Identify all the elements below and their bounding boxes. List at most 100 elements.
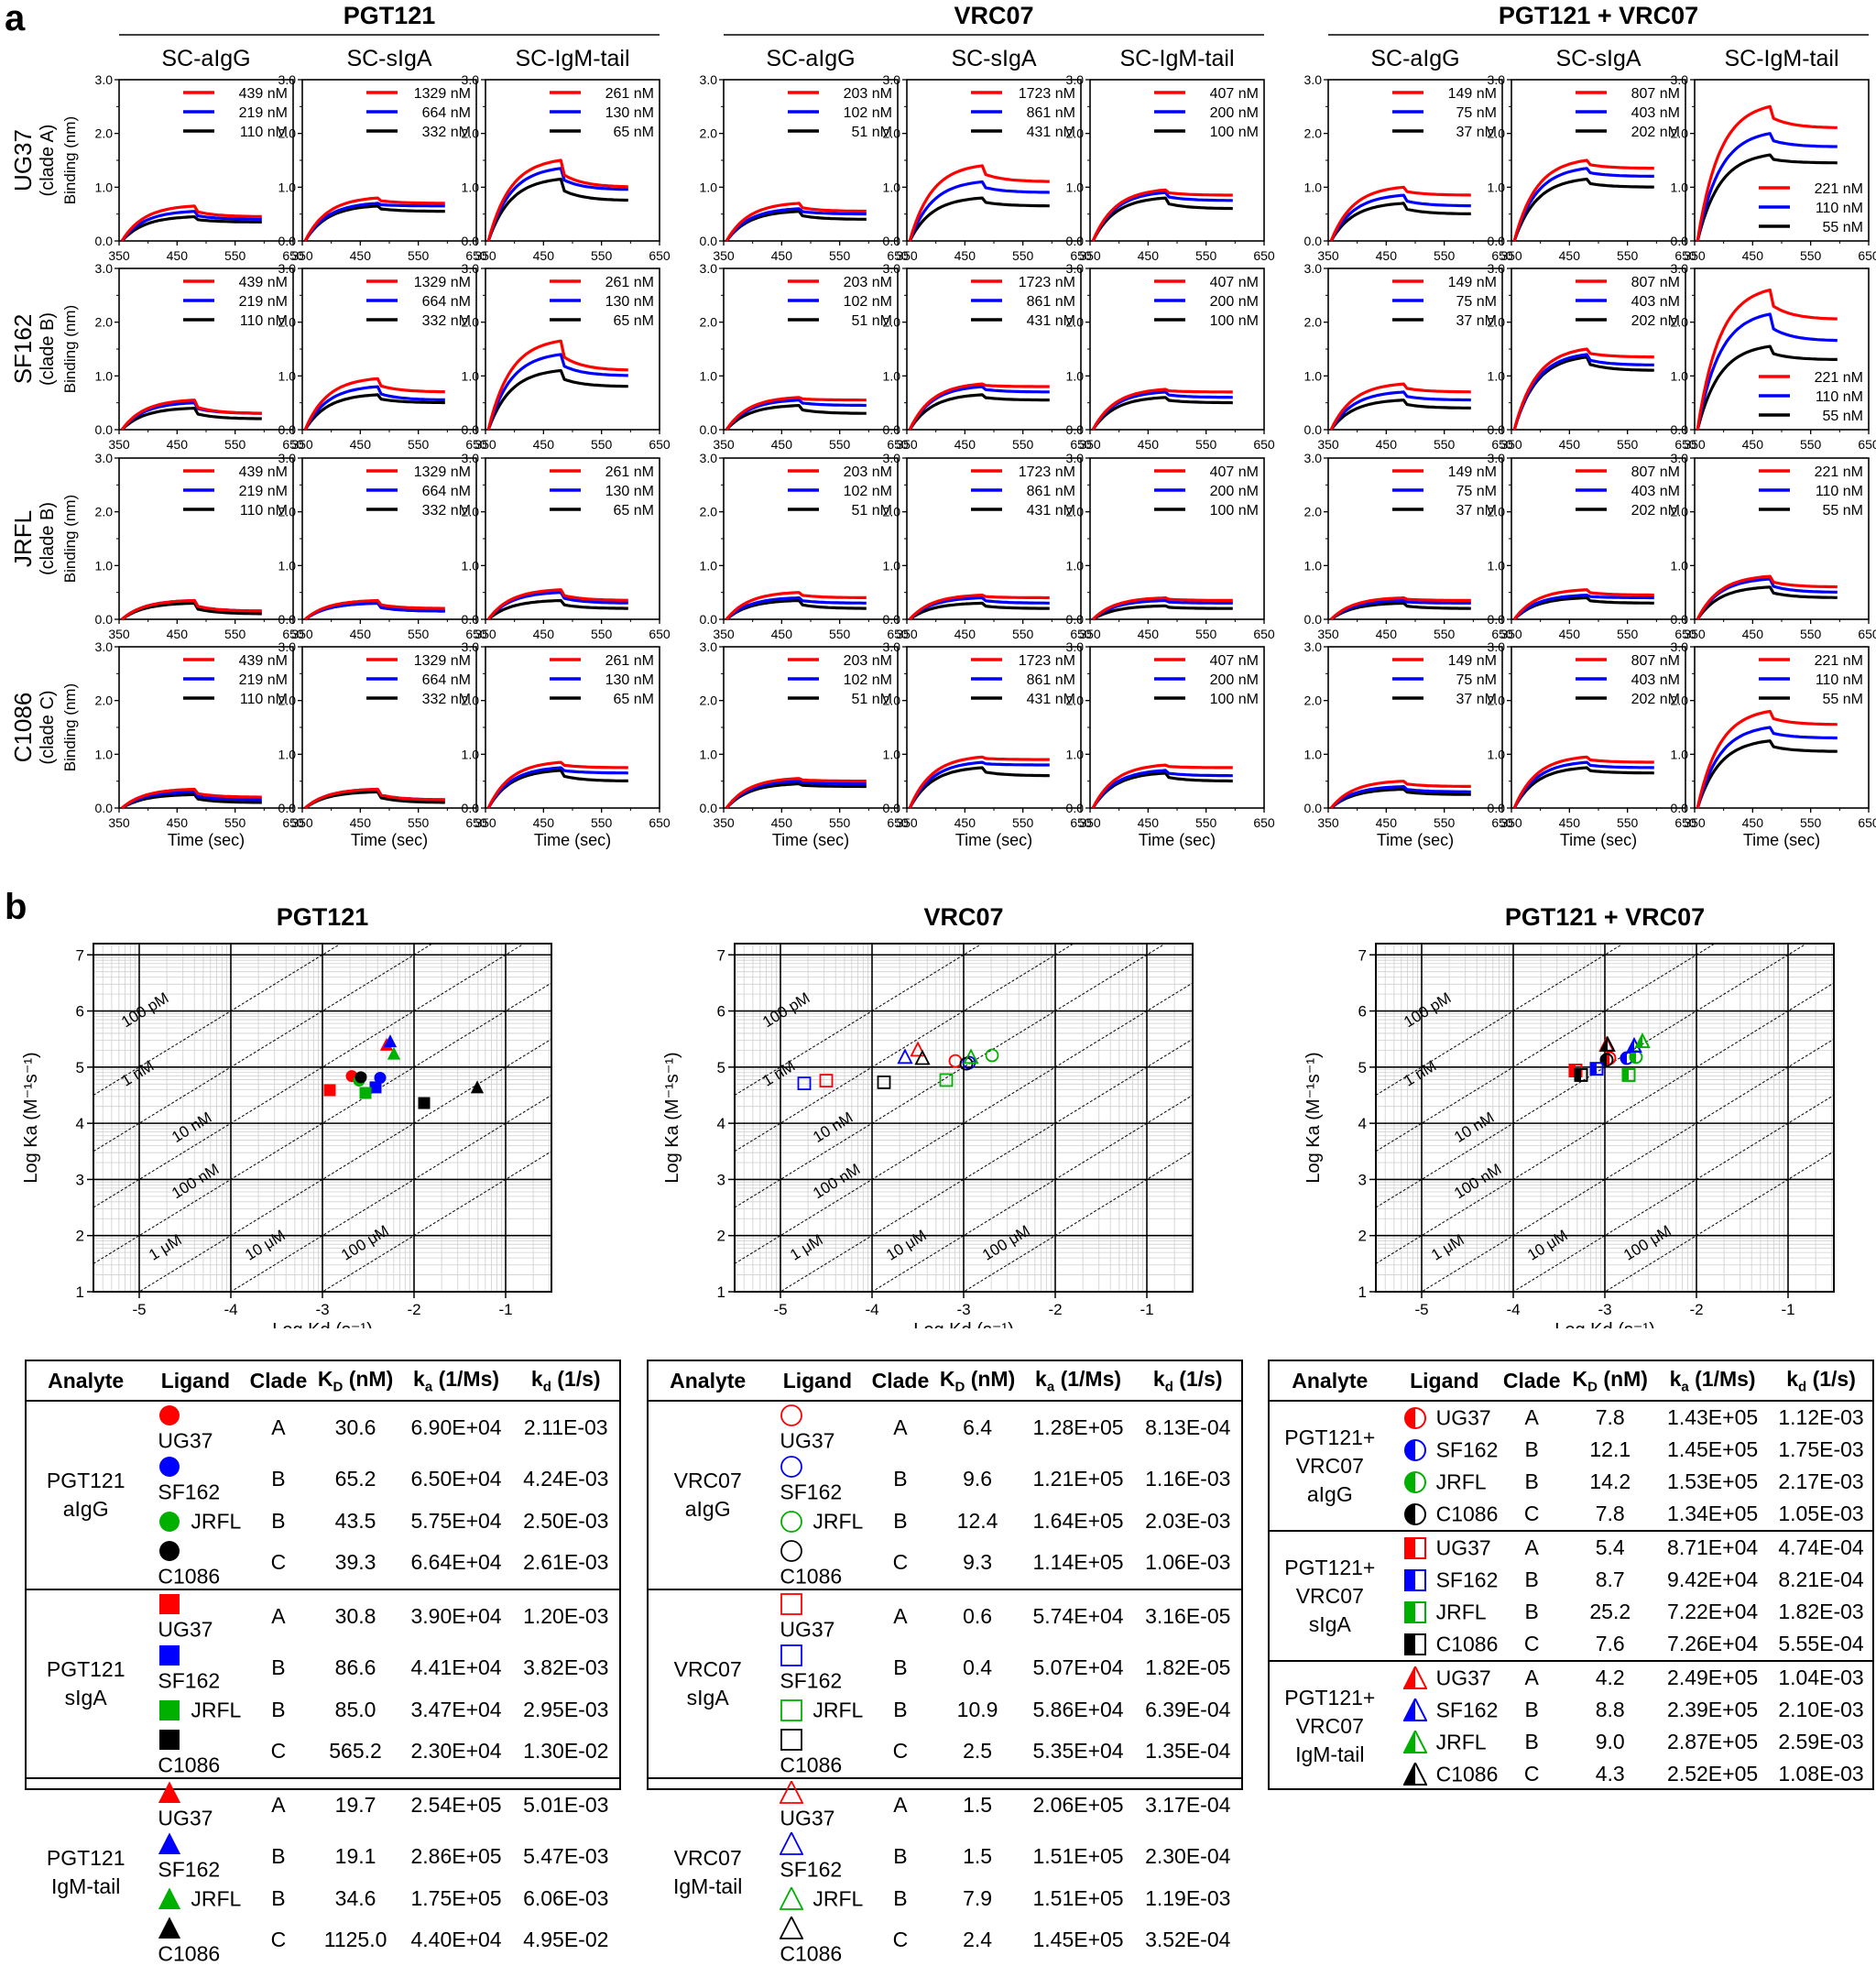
marker-outline [780, 1593, 803, 1615]
y-tick-label: 0.0 [1304, 801, 1323, 815]
x-tick-label: 550 [1617, 815, 1639, 830]
legend-label: 861 nM [1027, 484, 1075, 499]
kd-off-cell: 1.75E-03 [1778, 1437, 1864, 1461]
ligand-marker-icon [780, 1593, 803, 1615]
y-tick-label: 1.0 [1671, 368, 1689, 383]
clade-cell: C [1523, 1762, 1540, 1786]
y-tick-label: 2.0 [1671, 315, 1689, 330]
marker-outline [1403, 1471, 1426, 1494]
y-tick-label: 2.0 [1671, 694, 1689, 708]
column-title: SC-aIgG [1370, 46, 1459, 71]
clade-cell: B [1524, 1600, 1539, 1623]
ligand-marker-icon [780, 1780, 804, 1804]
ka-cell: 2.86E+05 [410, 1844, 502, 1869]
binding-curve [909, 594, 1050, 621]
analyte-cell: VRC07 aIgG [649, 1401, 768, 1591]
data-point-IgM-JRFL [963, 1048, 979, 1065]
column-header: Ligand [767, 1361, 868, 1402]
legend-label: 219 nM [239, 672, 288, 688]
header-symbol: k [1669, 1366, 1682, 1391]
x-tick-label: 450 [350, 437, 372, 452]
y-tick-label: 0.0 [95, 422, 114, 437]
y-tick-label: 1.0 [95, 180, 114, 194]
legend-label: 203 nM [844, 464, 892, 480]
header-symbol: K [939, 1366, 955, 1391]
clade-cell: A [1524, 1666, 1539, 1689]
legend-label: 261 nM [605, 275, 654, 290]
y-tick-label: 2.0 [1671, 126, 1689, 141]
ligand-cell: SF162 [145, 1830, 245, 1882]
binding-curve [1696, 726, 1838, 809]
ligand-cell: C1086 [1390, 1498, 1500, 1532]
kd-off-cell: 1.35E-04 [1134, 1725, 1241, 1780]
data-point-IgG-JRFL [1629, 1050, 1643, 1065]
x-tick-label: 350 [1684, 248, 1706, 263]
y-tick-label: 3 [76, 1171, 84, 1188]
ligand-cell: JRFL [145, 1694, 245, 1726]
y-tick-label: 3.0 [883, 261, 901, 276]
legend-label: 664 nM [422, 294, 471, 310]
x-tick-label: 650 [1253, 815, 1275, 830]
binding-curve [908, 766, 1050, 809]
marker-glyph [159, 1593, 180, 1614]
y-tick-label: 0.0 [462, 234, 480, 248]
ligand-marker-icon [1402, 1666, 1427, 1690]
y-tick-label: 3.0 [1488, 639, 1506, 654]
legend-label: 202 nM [1631, 313, 1680, 329]
marker-glyph [158, 1917, 181, 1939]
plot-frame [118, 268, 294, 431]
x-tick-label: 450 [954, 437, 976, 452]
legend-label: 202 nM [1631, 125, 1680, 140]
x-tick-label: 550 [408, 248, 430, 263]
marker-outline [897, 1048, 913, 1065]
binding-curve [120, 204, 262, 242]
ka-cell: 5.86E+04 [1032, 1697, 1124, 1721]
legend-label: 221 nM [1815, 464, 1863, 480]
table-row: JRFL B 9.0 2.87E+05 2.59E-03 [1270, 1726, 1872, 1758]
table-header-row: Analyte Ligand Clade KD (nM) ka (1/Ms) kd (1/… [27, 1361, 619, 1402]
x-tick-label: 550 [1434, 815, 1456, 830]
binding-curve [908, 382, 1050, 431]
iso-affinity-line [780, 1038, 1193, 1292]
binding-curve [1696, 104, 1838, 242]
x-axis-label: Time (sec) [351, 831, 428, 849]
binding-curve [120, 210, 262, 242]
x-tick-label: 450 [1376, 248, 1398, 263]
legend-label: 200 nM [1210, 294, 1259, 310]
ligand-name: UG37 [1435, 1535, 1491, 1560]
x-tick-label: 650 [1674, 248, 1696, 263]
kd-off-cell: 2.30E-04 [1145, 1844, 1231, 1869]
ligand-cell: JRFL [767, 1694, 867, 1726]
y-tick-label: 0.0 [278, 612, 297, 627]
ligand-cell: UG37 [1391, 1661, 1499, 1694]
x-tick-label: -2 [407, 1301, 420, 1318]
kinetics-table-pgt121: Analyte Ligand Clade KD (nM) ka (1/Ms) kd (1/… [25, 1360, 621, 1965]
binding-curve [725, 595, 867, 621]
binding-curve [1512, 355, 1654, 431]
header-symbol: k [1152, 1366, 1165, 1391]
column-title: SC-IgM-tail [1724, 46, 1838, 71]
binding-curve [121, 601, 262, 621]
legend-label: 100 nM [1210, 125, 1259, 140]
y-tick-label: 3.0 [1066, 451, 1085, 465]
y-tick-label: 0.0 [1488, 612, 1506, 627]
legend-label: 55 nM [1823, 692, 1863, 707]
y-tick-label: 0.0 [1488, 422, 1506, 437]
ligand-cell: JRFL [1391, 1466, 1499, 1498]
x-tick-label: 650 [1253, 627, 1275, 641]
y-tick-label: 2.0 [1066, 505, 1085, 519]
marker-outline [1574, 1067, 1588, 1082]
x-tick-label: -5 [1414, 1301, 1428, 1318]
y-tick-label: 1.0 [700, 180, 718, 194]
data-point-IgA-UG37 [819, 1074, 834, 1087]
binding-curve [1512, 167, 1654, 242]
marker-fill [383, 1034, 398, 1048]
legend-label: 407 nM [1210, 653, 1259, 669]
table-row: PGT121+ VRC07 sIgA UG37 A 5.4 8.71E+04 4.74E-04 [1270, 1531, 1872, 1662]
clade-cell: B [1524, 1698, 1539, 1721]
kd-nm-cell: 10.9 [956, 1697, 998, 1721]
x-tick-label: 650 [649, 627, 671, 641]
kd-off-cell: 3.17E-04 [1145, 1792, 1231, 1817]
header-subscript: d [542, 1379, 551, 1395]
y-tick-label: 0.0 [1488, 801, 1506, 815]
